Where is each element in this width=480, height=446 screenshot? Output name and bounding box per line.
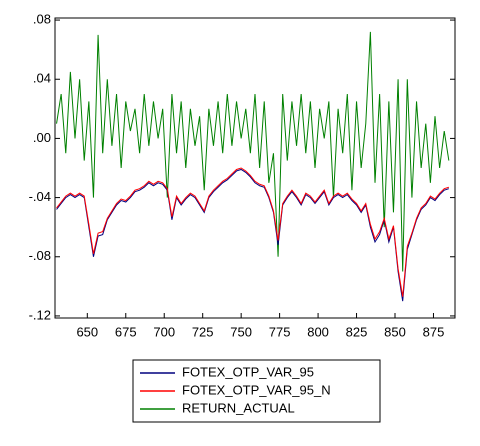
series-line xyxy=(56,168,450,302)
x-tick-label: 700 xyxy=(153,324,175,339)
x-tick-label: 800 xyxy=(307,324,329,339)
legend-box xyxy=(132,359,381,423)
series-line xyxy=(56,31,450,272)
series-line xyxy=(56,167,450,297)
y-tick-label: -.12 xyxy=(29,307,51,322)
x-tick-label: 650 xyxy=(76,324,98,339)
x-tick-label: 825 xyxy=(346,324,368,339)
legend-label: FOTEX_OTP_VAR_95 xyxy=(182,364,314,379)
x-tick-label: 675 xyxy=(115,324,137,339)
y-tick-label: .00 xyxy=(33,130,51,145)
x-tick-label: 750 xyxy=(230,324,252,339)
x-tick-label: 725 xyxy=(192,324,214,339)
x-tick-label: 875 xyxy=(423,324,445,339)
y-tick-label: .04 xyxy=(33,71,51,86)
y-tick-label: .08 xyxy=(33,12,51,27)
legend-label: RETURN_ACTUAL xyxy=(182,400,295,415)
plot-frame xyxy=(54,17,456,319)
y-tick-label: -.04 xyxy=(29,189,51,204)
x-tick-label: 775 xyxy=(269,324,291,339)
x-tick-label: 850 xyxy=(384,324,406,339)
legend-label: FOTEX_OTP_VAR_95_N xyxy=(182,382,331,397)
y-tick-label: -.08 xyxy=(29,248,51,263)
